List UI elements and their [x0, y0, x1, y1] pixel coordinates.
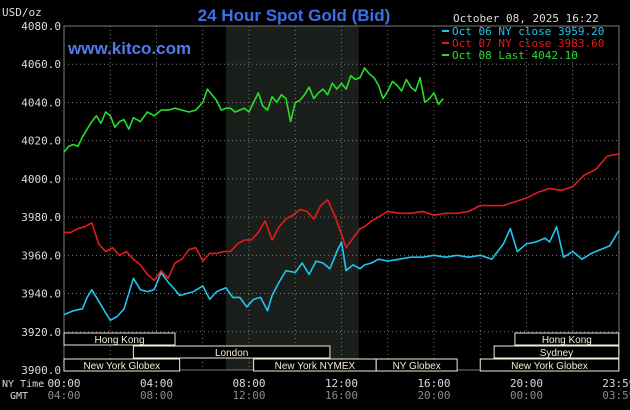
y-tick-label: 3980.0 [21, 211, 61, 224]
x-tick-ny: 20:00 [510, 377, 543, 390]
x-tick-gmt: 16:00 [325, 389, 358, 402]
x-tick-ny: 23:59 [602, 377, 630, 390]
series-line-3 [63, 67, 444, 153]
y-tick-label: 3960.0 [21, 249, 61, 262]
y-tick-label: 4020.0 [21, 135, 61, 148]
session-bar [132, 345, 331, 359]
gmt-label: GMT [10, 391, 28, 402]
session-bar [63, 358, 181, 372]
unit-label: USD/oz [2, 6, 42, 19]
y-tick-label: 4080.0 [21, 20, 61, 33]
ny-time-label: NY Time [2, 379, 44, 390]
x-tick-ny: 04:00 [140, 377, 173, 390]
x-tick-ny: 16:00 [417, 377, 450, 390]
x-tick-ny: 08:00 [232, 377, 265, 390]
date-label: October 08, 2025 16:22 [453, 12, 599, 25]
x-tick-gmt: 12:00 [232, 389, 265, 402]
session-bar [493, 345, 620, 359]
y-tick-label: 3940.0 [21, 288, 61, 301]
legend-entry: Oct 06 NY close 3959.20 [452, 25, 604, 38]
x-axis-ticks: 00:0004:0004:0008:0008:0012:0012:0016:00… [47, 377, 630, 402]
x-tick-gmt: 03:59 [602, 389, 630, 402]
x-tick-ny: 12:00 [325, 377, 358, 390]
session-bar [63, 332, 176, 346]
y-tick-label: 3920.0 [21, 326, 61, 339]
series-line-2 [64, 153, 619, 282]
kitco-watermark: www.kitco.com [67, 39, 191, 58]
series-line-1 [63, 225, 620, 322]
chart-title: 24 Hour Spot Gold (Bid) [198, 6, 391, 25]
session-label: Hong Kong [542, 335, 592, 346]
market-sessions: Hong Kong London New York Globex New York N… [63, 332, 620, 372]
session-bar [375, 358, 458, 372]
session-label: Hong Kong [94, 335, 144, 346]
session-label: London [215, 348, 248, 359]
legend-entry: Oct 08 Last 4042.10 [452, 49, 578, 62]
session-label: New York Globex [511, 361, 588, 372]
session-label: New York Globex [83, 361, 160, 372]
x-tick-gmt: 08:00 [140, 389, 173, 402]
y-tick-label: 4040.0 [21, 96, 61, 109]
y-tick-label: 4000.0 [21, 173, 61, 186]
session-label: NY Globex [393, 361, 441, 372]
y-axis-ticks: 3900.0 3920.0 3940.0 3960.0 3980.0 4000.0 4020… [21, 20, 61, 377]
session-label: New York NYMEX [275, 361, 356, 372]
y-tick-label: 3900.0 [21, 364, 61, 377]
x-tick-ny: 00:00 [47, 377, 80, 390]
series-lines [63, 67, 620, 322]
x-tick-gmt: 20:00 [417, 389, 450, 402]
nymex-shade [225, 26, 359, 370]
legend-entry: Oct 07 NY close 3983.60 [452, 37, 604, 50]
session-bar [479, 358, 620, 372]
y-tick-label: 4060.0 [21, 58, 61, 71]
x-tick-gmt: 00:00 [510, 389, 543, 402]
session-label: Sydney [540, 348, 573, 359]
x-tick-gmt: 04:00 [47, 389, 80, 402]
session-bar [514, 332, 620, 346]
nymex-shaded-region [225, 26, 359, 370]
